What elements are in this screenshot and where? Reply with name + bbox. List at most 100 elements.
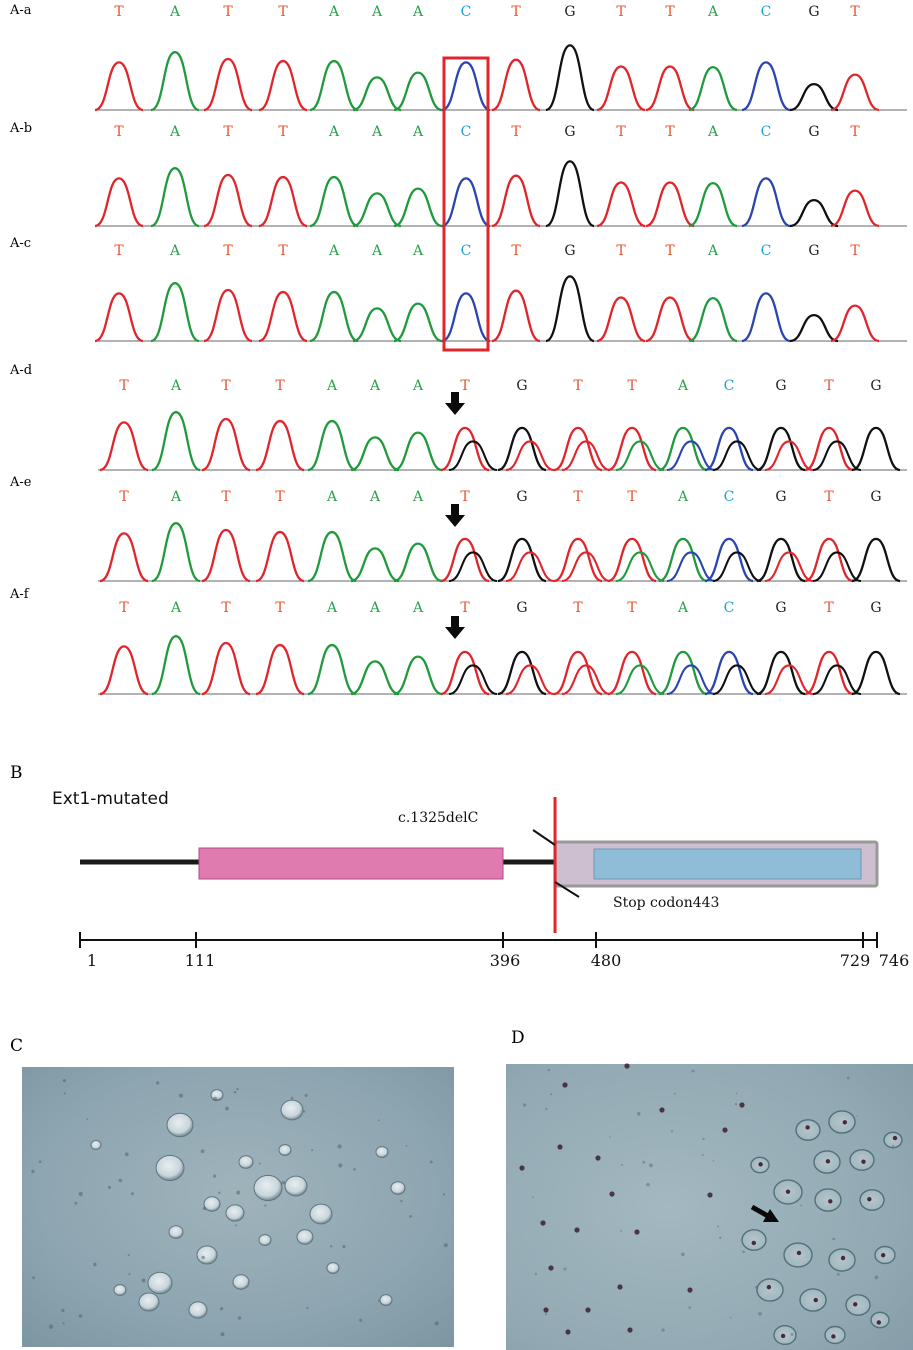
trace-peak bbox=[151, 411, 201, 472]
micrograph-d-arrow-icon bbox=[750, 1204, 779, 1222]
micrograph-nucleus bbox=[831, 1334, 836, 1339]
base-call-letter: T bbox=[275, 378, 285, 394]
trace-secondary-peak bbox=[712, 440, 762, 472]
base-call-letter: T bbox=[278, 243, 288, 259]
trace-peak bbox=[688, 297, 738, 343]
panel-b-protein-diagram: B Ext1-mutated c.1325delC Stop codon443 … bbox=[10, 763, 909, 970]
micrograph-speck bbox=[646, 1182, 650, 1187]
base-call-letter: A bbox=[170, 489, 182, 505]
base-call-letter: G bbox=[808, 4, 819, 20]
micrograph-cell bbox=[309, 1203, 333, 1225]
trace-peak bbox=[255, 643, 305, 696]
trace-secondary-peak bbox=[812, 440, 862, 472]
micrograph-cell bbox=[196, 1245, 218, 1265]
trace-peak bbox=[688, 66, 738, 112]
micrograph-cell bbox=[225, 1204, 245, 1222]
micrograph-cell bbox=[799, 1288, 827, 1312]
micrograph-speck bbox=[856, 1115, 859, 1117]
micrograph-speck bbox=[642, 1160, 646, 1164]
micrograph-speck bbox=[74, 1201, 78, 1205]
micrograph-cell bbox=[258, 1234, 272, 1246]
trace-peak bbox=[596, 181, 646, 228]
base-call-letter: A bbox=[369, 489, 381, 505]
trace-peak bbox=[596, 296, 646, 343]
trace-peak bbox=[352, 307, 402, 343]
micrograph-speck bbox=[61, 1308, 65, 1313]
base-call-letter: G bbox=[870, 489, 881, 505]
base-call-letter: T bbox=[460, 378, 470, 394]
micrograph-cell-dot bbox=[617, 1284, 623, 1290]
micrograph-speck bbox=[78, 1314, 83, 1318]
trace-secondary-peak bbox=[448, 551, 498, 583]
base-call-letter: T bbox=[627, 378, 637, 394]
protein-diagram-title: Ext1-mutated bbox=[52, 789, 169, 809]
trace-peak bbox=[255, 419, 305, 472]
trace-peak bbox=[545, 44, 595, 112]
trace-peak bbox=[607, 426, 657, 472]
trace-peak bbox=[497, 537, 547, 583]
domain-1-box bbox=[198, 847, 504, 880]
micrograph-speck bbox=[800, 1204, 803, 1207]
chromatogram-track-label: A-a bbox=[9, 3, 32, 18]
stop-codon-annotation: Stop codon443 bbox=[613, 895, 719, 911]
trace-peak bbox=[307, 419, 357, 472]
micrograph-cell bbox=[828, 1110, 856, 1134]
trace-peak bbox=[741, 177, 791, 228]
micrograph-speck bbox=[130, 1192, 134, 1196]
micrograph-speck bbox=[734, 1102, 738, 1106]
micrograph-cell bbox=[828, 1248, 856, 1272]
trace-peak bbox=[309, 175, 359, 228]
micrograph-speck bbox=[649, 1163, 653, 1168]
base-call-letter: A bbox=[412, 124, 424, 140]
micrograph-speck bbox=[400, 1200, 403, 1203]
micrograph-nucleus bbox=[842, 1120, 848, 1125]
micrograph-speck bbox=[124, 1152, 129, 1157]
trace-peak bbox=[393, 431, 443, 472]
micrograph-cell bbox=[147, 1271, 173, 1295]
trace-peak bbox=[258, 290, 308, 343]
micrograph-speck bbox=[891, 1144, 895, 1148]
base-call-letter: T bbox=[223, 4, 233, 20]
micrograph-speck bbox=[717, 1225, 720, 1228]
trace-peak bbox=[704, 426, 754, 472]
trace-secondary-peak bbox=[812, 664, 862, 696]
micrograph-nucleus bbox=[780, 1333, 786, 1339]
trace-peak bbox=[607, 650, 657, 696]
micrograph-speck bbox=[128, 1273, 131, 1276]
micrograph-cell-dot bbox=[609, 1191, 615, 1197]
trace-secondary-peak bbox=[666, 440, 716, 472]
base-call-letter: G bbox=[808, 243, 819, 259]
base-call-letter: A bbox=[328, 124, 340, 140]
trace-peak bbox=[491, 289, 541, 343]
trace-peak bbox=[741, 292, 791, 343]
chromatogram-track: A-d T A T T A A A T G T T A C G T G bbox=[9, 363, 907, 472]
micrograph-speck bbox=[201, 1255, 205, 1260]
trace-peak bbox=[255, 530, 305, 583]
base-call-letter: T bbox=[275, 600, 285, 616]
panel-a-chromatograms: A-a T A T T A A A C T G T T A C G TA-b T A T T A A A C T G T T A C G TA-… bbox=[9, 3, 907, 696]
base-call-letter: C bbox=[724, 600, 735, 616]
trace-peak bbox=[350, 660, 400, 696]
panel-c-micrograph: C bbox=[10, 1036, 454, 1347]
micrograph-cell bbox=[138, 1292, 160, 1312]
trace-peak bbox=[658, 650, 708, 696]
trace-peak bbox=[393, 302, 443, 343]
micrograph-speck bbox=[290, 1096, 294, 1100]
chromatogram-track: A-e T A T T A A A T G T T A C G T G bbox=[9, 475, 907, 583]
base-call-letter: A bbox=[369, 600, 381, 616]
trace-secondary-peak bbox=[561, 551, 611, 583]
base-call-letter: A bbox=[677, 600, 689, 616]
trace-peak bbox=[151, 522, 201, 583]
micrograph-d-cells bbox=[519, 1063, 903, 1346]
micrograph-cell bbox=[859, 1189, 885, 1211]
deletion-highlight-box bbox=[442, 56, 490, 352]
trace-peak bbox=[393, 542, 443, 583]
micrograph-speck bbox=[337, 1144, 342, 1149]
micrograph-speck bbox=[832, 1237, 836, 1241]
base-call-letter: C bbox=[461, 124, 472, 140]
micrograph-speck bbox=[225, 1106, 229, 1111]
micrograph-speck bbox=[670, 1130, 674, 1133]
base-call-letter: G bbox=[775, 489, 786, 505]
micrograph-speck bbox=[156, 1081, 160, 1085]
base-call-letter: A bbox=[169, 243, 181, 259]
